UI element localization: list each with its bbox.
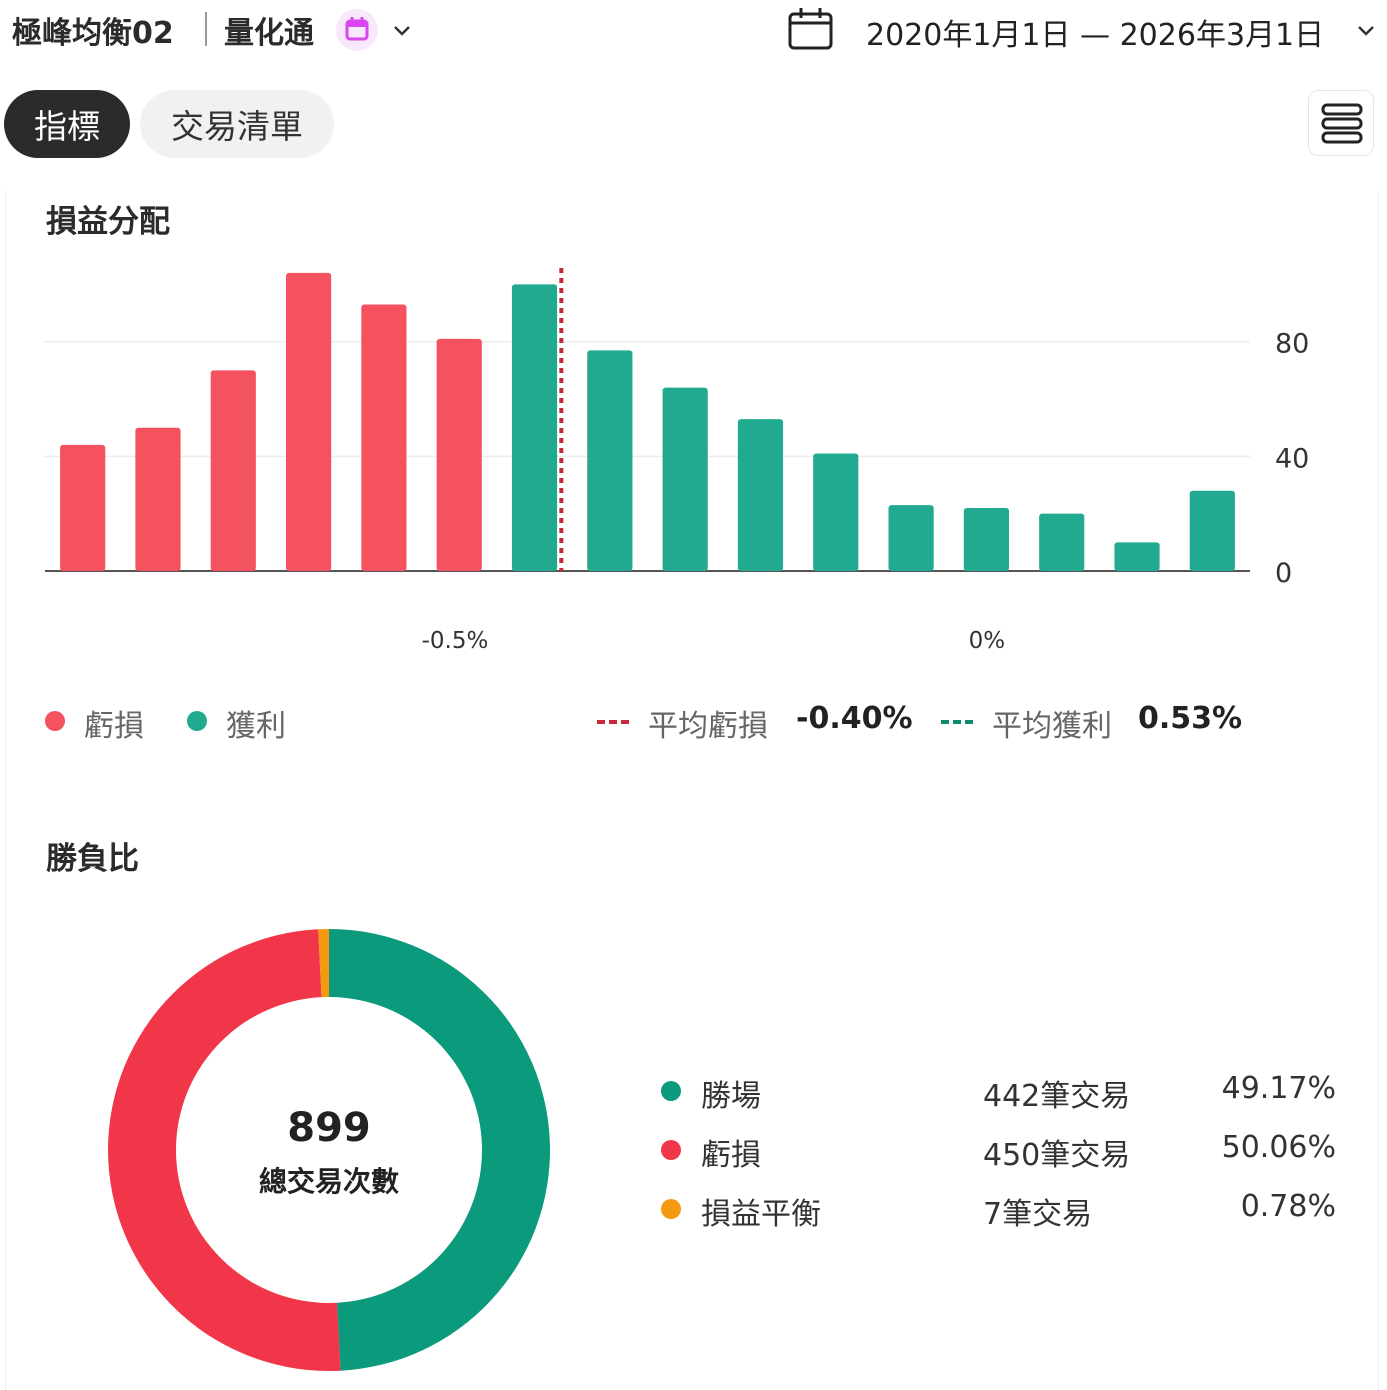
calendar-icon[interactable] — [788, 6, 834, 52]
avg-profit-dash-icon — [941, 720, 973, 724]
win-loss-title: 勝負比 — [46, 841, 139, 877]
profit-bar[interactable] — [1039, 513, 1085, 571]
loss-legend-dot-2 — [661, 1140, 681, 1160]
profit-bar[interactable] — [662, 387, 708, 571]
breakeven-legend-label: 損益平衡 — [701, 1197, 821, 1232]
x-tick-label: -0.5% — [422, 628, 489, 654]
y-tick-label: 0 — [1275, 558, 1292, 589]
avg-profit-value: 0.53% — [1138, 701, 1243, 736]
profit-legend-dot — [187, 711, 207, 731]
loss-legend-dot — [45, 711, 65, 731]
loss-legend-label: 虧損 — [84, 709, 144, 744]
loss-bar[interactable] — [436, 338, 482, 571]
strategy-name[interactable]: 極峰均衡02 — [12, 16, 174, 51]
win-legend-dot — [661, 1081, 681, 1101]
breakeven-trade-count: 7筆交易 — [983, 1197, 1093, 1232]
profit-bar[interactable] — [888, 505, 934, 571]
calendar-badge-icon[interactable] — [336, 9, 378, 51]
profit-bar[interactable] — [1189, 490, 1235, 571]
profit-bar[interactable] — [737, 419, 784, 571]
tab-trade-list[interactable]: 交易清單 — [140, 90, 334, 158]
total-trades-value: 899 — [287, 1105, 371, 1151]
loss-percentage: 50.06% — [1221, 1130, 1336, 1165]
platform-name[interactable]: 量化通 — [224, 16, 314, 51]
pnl-distribution-title: 損益分配 — [46, 204, 170, 240]
loss-trade-count: 450筆交易 — [983, 1138, 1131, 1173]
avg-loss-value: -0.40% — [796, 701, 913, 736]
win-legend-label: 勝場 — [701, 1079, 761, 1114]
date-dropdown-chevron-icon[interactable] — [1356, 24, 1376, 38]
y-tick-label: 80 — [1275, 329, 1309, 360]
breakeven-legend-dot — [661, 1199, 681, 1219]
win-percentage: 49.17% — [1221, 1071, 1336, 1106]
avg-loss-dash-icon — [597, 720, 629, 724]
total-trades-label: 總交易次數 — [258, 1165, 399, 1198]
breakeven-slice[interactable] — [318, 929, 329, 998]
avg-loss-label: 平均虧損 — [648, 709, 768, 744]
loss-bar[interactable] — [286, 272, 332, 571]
x-tick-label: 0% — [969, 628, 1006, 654]
win-slice[interactable] — [329, 929, 551, 1371]
breakeven-percentage: 0.78% — [1240, 1189, 1336, 1224]
loss-bar[interactable] — [361, 304, 407, 571]
y-tick-label: 40 — [1275, 443, 1309, 474]
profit-bar[interactable] — [587, 350, 633, 571]
win-loss-donut-chart — [108, 929, 551, 1371]
loss-legend-label-2: 虧損 — [701, 1138, 761, 1173]
tab-metrics[interactable]: 指標 — [4, 90, 130, 158]
loss-bar[interactable] — [210, 370, 256, 571]
header-divider — [205, 12, 207, 46]
date-range[interactable]: 2020年1月1日 — 2026年3月1日 — [866, 18, 1325, 53]
win-trade-count: 442筆交易 — [983, 1079, 1131, 1114]
loss-bar[interactable] — [135, 427, 181, 571]
profit-bar[interactable] — [963, 507, 1009, 571]
list-menu-icon — [1321, 103, 1363, 144]
profit-legend-label: 獲利 — [226, 709, 286, 744]
strategy-dropdown-chevron-icon[interactable] — [392, 24, 412, 38]
profit-bar[interactable] — [511, 284, 558, 571]
profit-bar[interactable] — [1114, 542, 1160, 571]
menu-button[interactable] — [1308, 90, 1374, 156]
profit-bar[interactable] — [813, 453, 859, 571]
loss-slice[interactable] — [108, 929, 341, 1371]
avg-profit-label: 平均獲利 — [992, 709, 1112, 744]
loss-bar[interactable] — [60, 444, 106, 571]
